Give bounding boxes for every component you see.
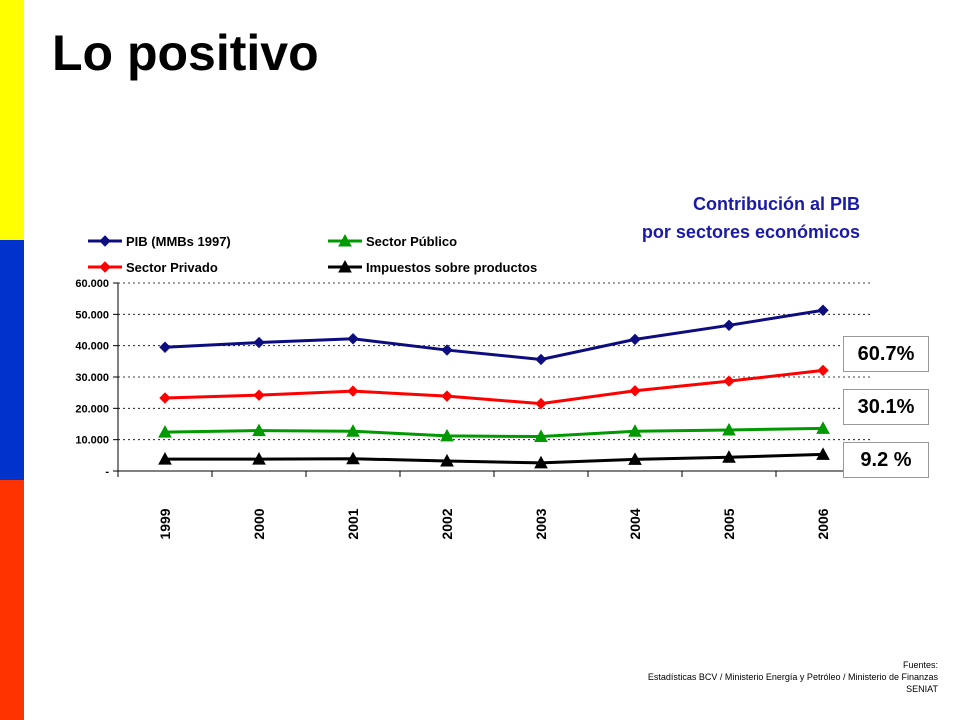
chart-heading-line2: por sectores económicos xyxy=(641,222,860,242)
y-tick-label: 50.000 xyxy=(75,309,109,321)
y-tick-label: 60.000 xyxy=(75,278,109,290)
flag-stripe-yellow xyxy=(0,0,24,240)
data-point-sector-privado xyxy=(817,364,829,377)
y-tick-label: 10.000 xyxy=(75,435,109,447)
sources-note: Fuentes: Estadísticas BCV / Ministerio E… xyxy=(648,659,938,695)
data-point-sector-p-blico xyxy=(816,421,830,434)
flag-stripe-red xyxy=(0,480,24,720)
legend-marker-sector-privado xyxy=(99,261,111,273)
data-point-sector-privado xyxy=(441,390,453,402)
legend-label-sector-privado: Sector Privado xyxy=(126,260,218,275)
data-point-sector-privado xyxy=(723,375,735,387)
legend-marker-pib-mmbs-1997 xyxy=(99,235,111,247)
data-point-pib-mmbs-1997 xyxy=(441,344,453,356)
slide-title: Lo positivo xyxy=(52,25,319,81)
x-tick-label: 2001 xyxy=(345,508,361,539)
series-line-sector-privado xyxy=(164,368,824,406)
legend-marker-sector-p-blico xyxy=(338,233,352,247)
data-point-pib-mmbs-1997 xyxy=(159,341,171,353)
chart-heading-line1: Contribución al PIB xyxy=(692,194,860,214)
data-point-impuestos-sobre-productos xyxy=(440,453,454,467)
chart-heading: Contribución al PIB por sectores económi… xyxy=(642,190,860,246)
data-point-sector-privado xyxy=(253,389,265,401)
x-tick-label: 2005 xyxy=(721,508,737,539)
y-tick-label: - xyxy=(105,466,109,478)
legend-label-pib-mmbs-1997: PIB (MMBs 1997) xyxy=(126,234,231,249)
series-line-impuestos-sobre-productos xyxy=(165,452,824,465)
data-point-impuestos-sobre-productos xyxy=(252,452,266,465)
data-point-sector-privado xyxy=(535,397,547,410)
sources-label: Fuentes: xyxy=(902,660,938,670)
data-point-pib-mmbs-1997 xyxy=(535,353,547,366)
y-tick-label: 20.000 xyxy=(75,403,109,415)
x-tick-label: 2003 xyxy=(533,508,549,539)
data-point-pib-mmbs-1997 xyxy=(629,333,641,346)
x-tick-label: 2004 xyxy=(627,508,643,539)
flag-stripe-blue xyxy=(0,240,24,480)
x-tick-label: 2002 xyxy=(439,508,455,539)
data-point-pib-mmbs-1997 xyxy=(347,333,359,345)
data-point-sector-p-blico xyxy=(722,422,736,436)
series-line-sector-p-blico xyxy=(164,426,824,439)
data-point-sector-p-blico xyxy=(628,424,642,437)
data-point-impuestos-sobre-productos xyxy=(534,455,548,469)
sources-line2: SENIAT xyxy=(906,684,938,694)
x-tick-label: 1999 xyxy=(157,508,173,539)
data-point-impuestos-sobre-productos xyxy=(722,450,736,463)
callout-privado-share: 60.7% xyxy=(843,336,929,372)
data-point-sector-p-blico xyxy=(158,425,172,438)
data-point-sector-p-blico xyxy=(346,424,360,437)
legend-marker-impuestos-sobre-productos xyxy=(338,259,352,273)
data-point-pib-mmbs-1997 xyxy=(253,336,265,349)
data-point-pib-mmbs-1997 xyxy=(723,319,735,332)
legend-label-sector-p-blico: Sector Público xyxy=(366,234,457,249)
x-tick-label: 2006 xyxy=(815,508,831,539)
data-point-sector-p-blico xyxy=(440,428,454,442)
data-point-sector-p-blico xyxy=(252,423,266,437)
data-point-impuestos-sobre-productos xyxy=(158,452,172,465)
x-tick-label: 2000 xyxy=(251,508,267,539)
data-point-sector-privado xyxy=(159,392,171,404)
callout-publico-share: 30.1% xyxy=(843,389,929,425)
legend-label-impuestos-sobre-productos: Impuestos sobre productos xyxy=(366,260,537,275)
y-tick-label: 40.000 xyxy=(75,341,109,353)
series-line-pib-mmbs-1997 xyxy=(164,308,824,361)
data-point-impuestos-sobre-productos xyxy=(346,451,360,465)
data-point-pib-mmbs-1997 xyxy=(817,304,829,316)
data-point-impuestos-sobre-productos xyxy=(628,452,642,465)
data-point-sector-privado xyxy=(629,385,641,397)
data-point-impuestos-sobre-productos xyxy=(816,447,830,460)
data-point-sector-privado xyxy=(347,385,359,397)
callout-impuestos-share: 9.2 % xyxy=(843,442,929,478)
sources-line1: Estadísticas BCV / Ministerio Energía y … xyxy=(647,672,938,682)
data-point-sector-p-blico xyxy=(534,429,548,443)
y-tick-label: 30.000 xyxy=(75,372,109,384)
